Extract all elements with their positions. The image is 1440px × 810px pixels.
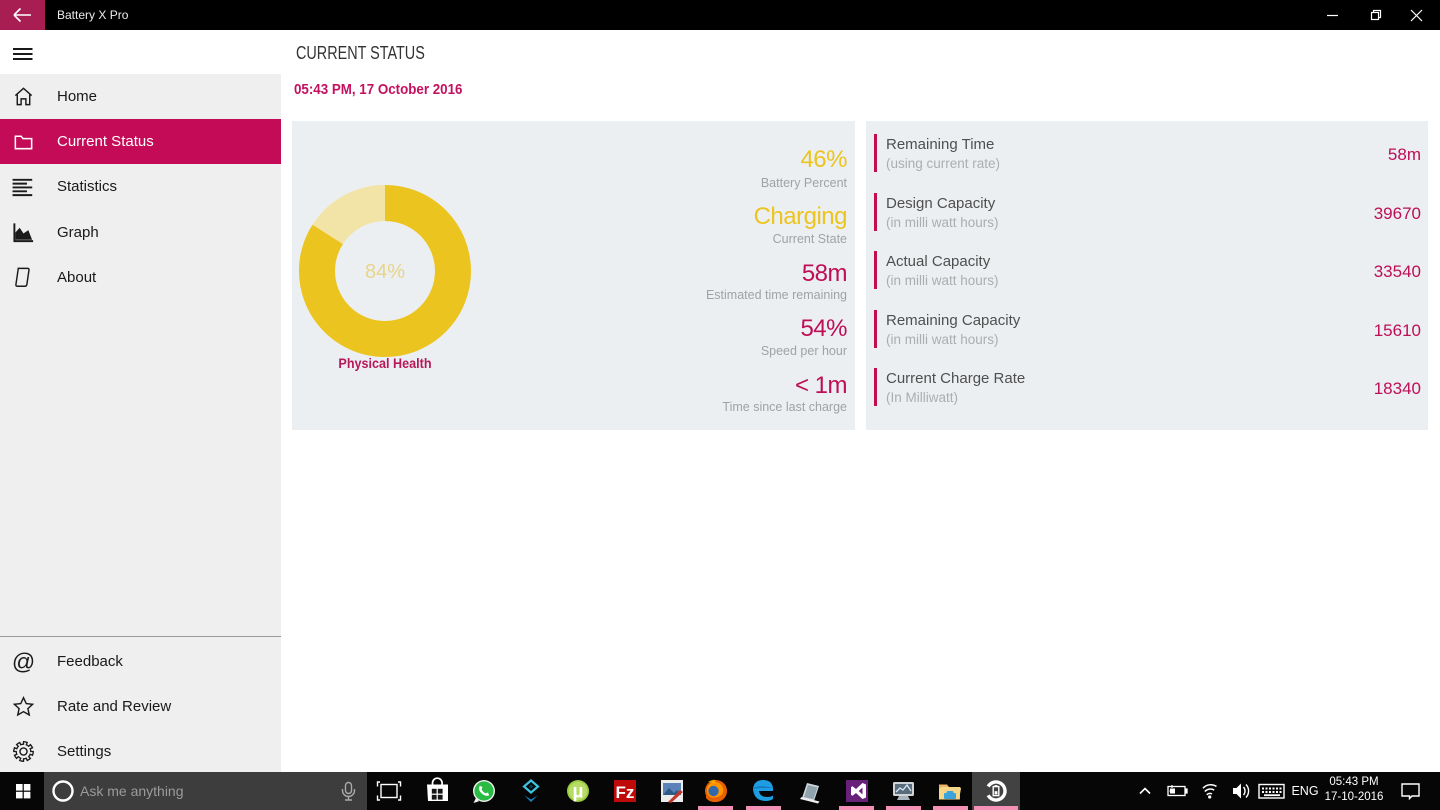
svg-text:84%: 84% bbox=[365, 261, 405, 283]
svg-text:@: @ bbox=[12, 650, 35, 673]
svg-text:Fz: Fz bbox=[616, 783, 635, 802]
svg-text:µ: µ bbox=[573, 782, 584, 803]
